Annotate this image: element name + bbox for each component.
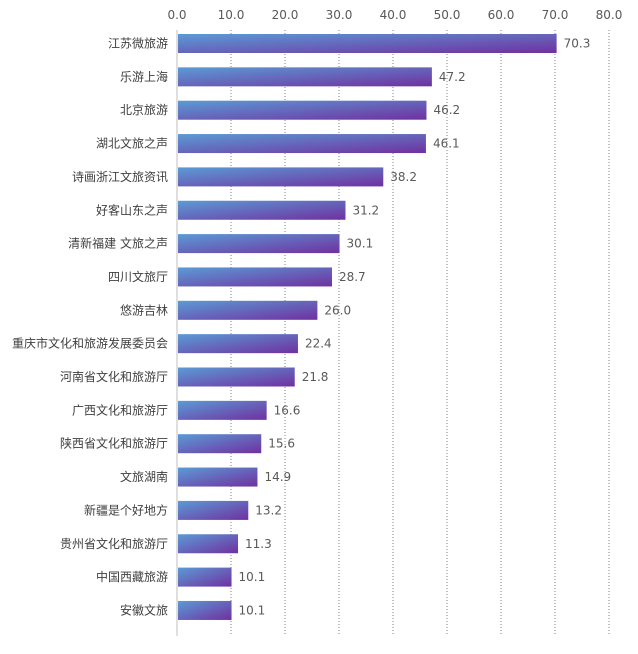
bar	[178, 200, 346, 220]
value-label: 47.2	[439, 70, 466, 84]
value-label: 30.1	[347, 237, 374, 251]
x-tick-label: 0.0	[167, 8, 186, 22]
x-tick-label: 30.0	[326, 8, 353, 22]
bar	[178, 400, 267, 420]
bar	[178, 234, 340, 254]
bar	[178, 300, 318, 320]
bars	[178, 34, 557, 620]
category-label: 安徽文旅	[120, 602, 168, 617]
bar	[178, 500, 249, 520]
bar	[178, 534, 239, 554]
x-tick-label: 40.0	[380, 8, 407, 22]
value-label: 22.4	[305, 337, 332, 351]
value-label: 38.2	[390, 170, 417, 184]
category-label: 北京旅游	[120, 103, 168, 117]
bar	[178, 34, 557, 53]
bar	[178, 600, 232, 620]
bar	[178, 267, 332, 287]
category-label: 悠游吉林	[120, 302, 168, 317]
bar	[178, 134, 426, 154]
value-label: 31.2	[352, 203, 379, 217]
category-label: 好客山东之声	[96, 202, 168, 217]
x-tick-label: 50.0	[434, 8, 461, 22]
value-label: 14.9	[264, 470, 291, 484]
bar	[178, 434, 262, 454]
x-tick-label: 70.0	[542, 8, 569, 22]
bar	[178, 167, 384, 187]
category-label: 文旅湖南	[120, 469, 168, 484]
grid-lines	[230, 30, 610, 636]
bar	[178, 567, 232, 587]
x-tick-label: 10.0	[218, 8, 245, 22]
bar	[178, 367, 295, 387]
x-tick-label: 80.0	[596, 8, 623, 22]
value-label: 26.0	[324, 303, 351, 317]
category-label: 江苏微旅游	[108, 37, 168, 51]
category-label: 四川文旅厅	[108, 269, 168, 284]
category-label: 陕西省文化和旅游厅	[60, 436, 168, 451]
category-label: 乐游上海	[120, 69, 168, 84]
value-label: 46.1	[433, 137, 460, 151]
value-labels: 70.3 47.2 46.2 46.1 38.2 31.2 30.1 28.7 26.0 22.4…	[239, 37, 591, 618]
category-label: 诗画浙江文旅资讯	[72, 169, 168, 184]
bar	[178, 67, 432, 87]
x-tick-label: 20.0	[272, 8, 299, 22]
value-label: 15.6	[268, 437, 295, 451]
category-label: 湖北文旅之声	[96, 136, 168, 151]
category-label: 重庆市文化和旅游发展委员会	[12, 336, 168, 351]
bar	[178, 100, 427, 120]
category-label: 贵州省文化和旅游厅	[60, 536, 168, 551]
x-tick-label: 60.0	[488, 8, 515, 22]
value-label: 13.2	[255, 503, 282, 517]
value-label: 10.1	[239, 603, 266, 617]
value-label: 21.8	[302, 370, 329, 384]
category-label: 新疆是个好地方	[84, 502, 168, 517]
category-label: 河南省文化和旅游厅	[60, 369, 168, 384]
value-label: 28.7	[339, 270, 366, 284]
bar	[178, 334, 298, 354]
category-label: 中国西藏旅游	[96, 569, 168, 584]
value-label: 11.3	[245, 537, 272, 551]
category-label: 广西文化和旅游厅	[72, 402, 168, 417]
bar	[178, 467, 258, 487]
value-label: 10.1	[239, 570, 266, 584]
category-label: 清新福建 文旅之声	[68, 236, 168, 251]
value-label: 16.6	[274, 403, 301, 417]
value-label: 46.2	[433, 103, 460, 117]
value-label: 70.3	[564, 37, 591, 51]
x-axis-ticks: 0.0 10.0 20.0 30.0 40.0 50.0 60.0 70.0 80.0	[167, 8, 622, 22]
